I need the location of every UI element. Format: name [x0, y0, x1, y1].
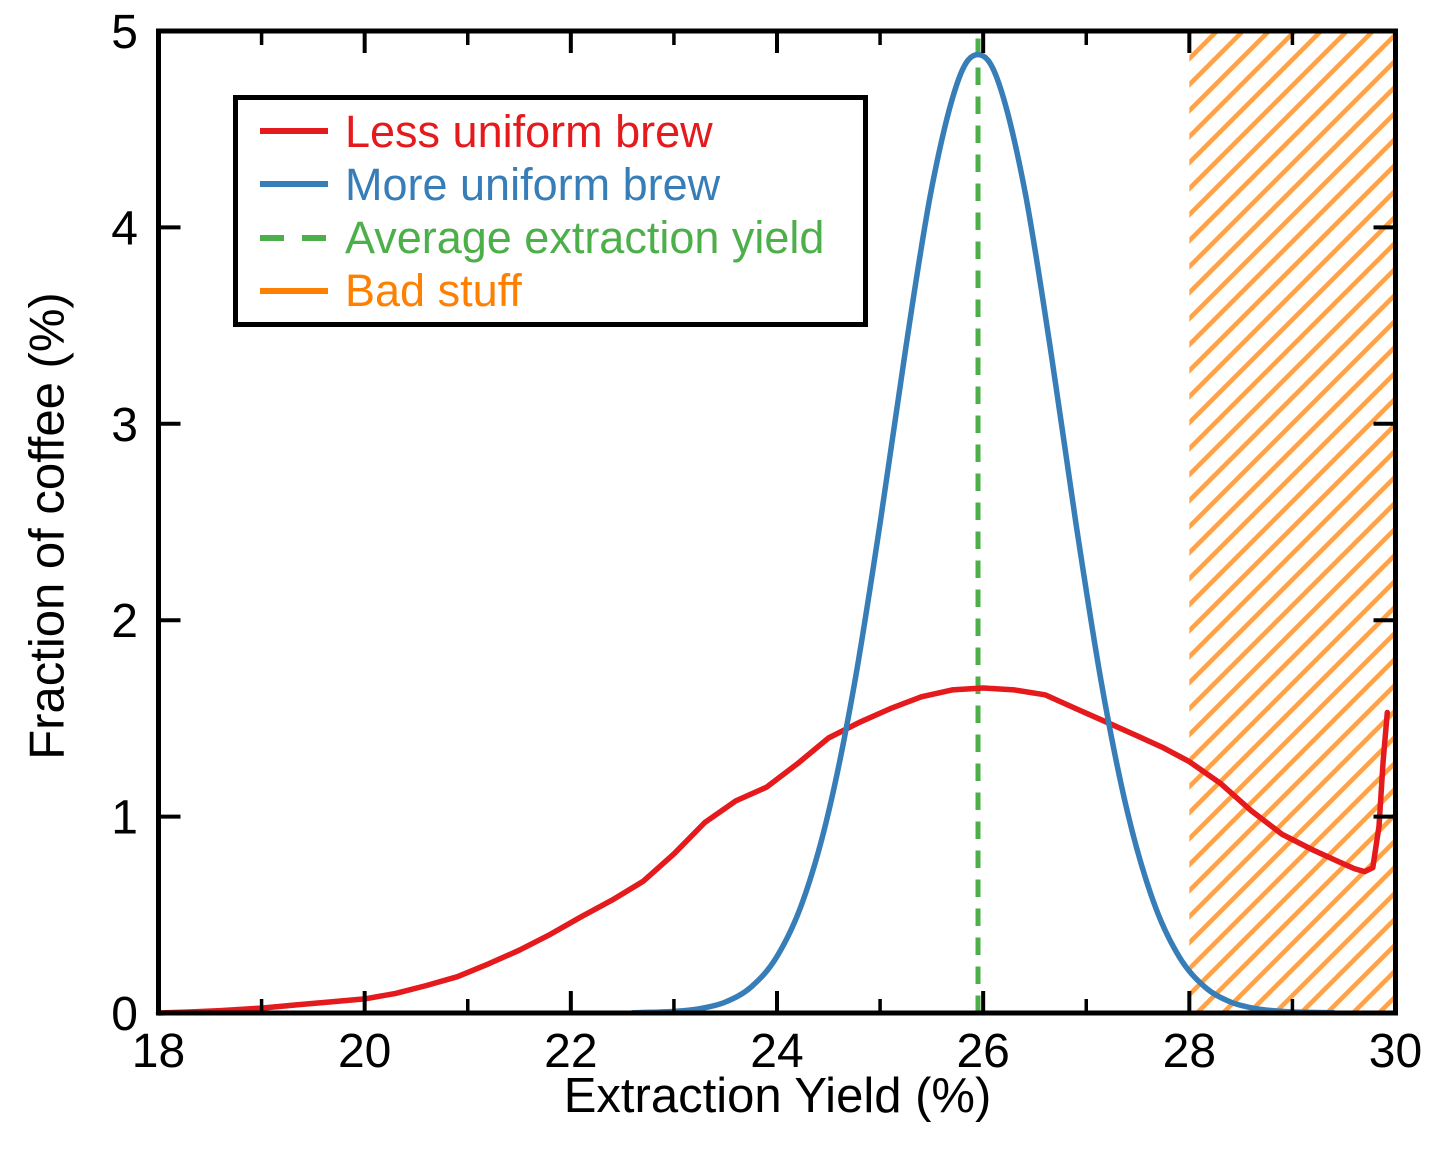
- legend-key-line-icon: [260, 181, 328, 188]
- y-tick-label-1: 1: [111, 792, 138, 845]
- x-tick-label-30: 30: [1369, 1025, 1422, 1078]
- y-tick-label-0: 0: [111, 988, 138, 1041]
- legend: Less uniform brew More uniform brew Aver…: [233, 95, 868, 327]
- x-tick-label-28: 28: [1163, 1025, 1216, 1078]
- y-axis-title: Fraction of coffee (%): [20, 292, 75, 760]
- legend-row-more-uniform-brew: More uniform brew: [238, 158, 863, 210]
- legend-label: More uniform brew: [345, 158, 721, 210]
- legend-key-dash-icon: [260, 234, 328, 241]
- x-tick-label-20: 20: [338, 1025, 391, 1078]
- legend-label: Less uniform brew: [345, 105, 713, 157]
- y-tick-label-4: 4: [111, 202, 138, 255]
- legend-label: Average extraction yield: [345, 212, 825, 264]
- y-tick-label-5: 5: [111, 6, 138, 59]
- legend-row-bad-stuff: Bad stuff: [238, 265, 863, 317]
- plot-frame: [156, 28, 1398, 1016]
- legend-key-line-icon: [260, 128, 328, 135]
- legend-row-less-uniform-brew: Less uniform brew: [238, 105, 863, 157]
- hatch-region-bad-stuff: [1189, 33, 1394, 1011]
- series-less-uniform-brew: [155, 685, 1391, 1016]
- series-more-uniform-brew: [629, 51, 1337, 1016]
- legend-key-line-icon: [260, 287, 328, 294]
- y-tick-label-3: 3: [111, 399, 138, 452]
- y-tick-label-2: 2: [111, 595, 138, 648]
- x-axis-title: Extraction Yield (%): [563, 1069, 992, 1123]
- x-tick-label-24: 24: [750, 1025, 803, 1078]
- legend-row-average-extraction-yield: Average extraction yield: [238, 212, 863, 264]
- legend-label: Bad stuff: [345, 265, 522, 317]
- x-tick-label-18: 18: [132, 1025, 185, 1078]
- x-tick-label-26: 26: [956, 1025, 1009, 1078]
- x-tick-label-22: 22: [544, 1025, 597, 1078]
